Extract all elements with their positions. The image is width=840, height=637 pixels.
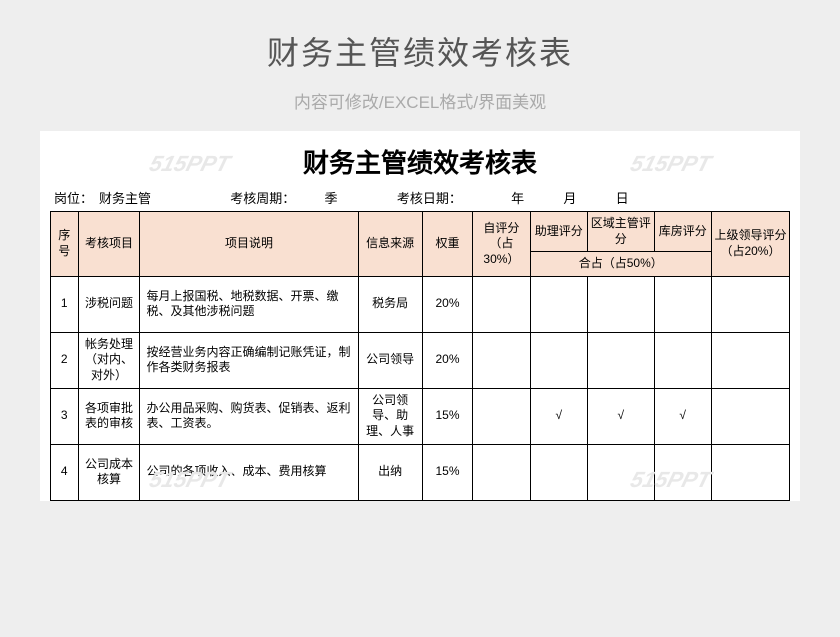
td-superior <box>711 276 789 332</box>
th-source: 信息来源 <box>358 212 422 277</box>
td-self <box>473 388 530 444</box>
td-weight: 15% <box>422 388 472 444</box>
date-day: 日 <box>616 191 629 206</box>
td-seq: 4 <box>51 444 79 500</box>
assessment-table: 序号 考核项目 项目说明 信息来源 权重 自评分（占30%） 助理评分 区域主管… <box>50 211 790 501</box>
td-area: √ <box>587 388 654 444</box>
td-self <box>473 276 530 332</box>
th-self: 自评分（占30%） <box>473 212 530 277</box>
td-desc: 公司的各项收入、成本、费用核算 <box>140 444 358 500</box>
td-area <box>587 332 654 388</box>
th-area: 区域主管评分 <box>587 212 654 252</box>
page-header: 财务主管绩效考核表 内容可修改/EXCEL格式/界面美观 <box>0 0 840 131</box>
td-superior <box>711 388 789 444</box>
td-area <box>587 444 654 500</box>
th-assist: 助理评分 <box>530 212 587 252</box>
post-label: 岗位： <box>54 191 93 206</box>
td-item: 各项审批表的审核 <box>78 388 140 444</box>
td-weight: 20% <box>422 332 472 388</box>
table-row: 3各项审批表的审核办公用品采购、购货表、促销表、返利表、工资表。公司领导、助理、… <box>51 388 790 444</box>
td-desc: 办公用品采购、购货表、促销表、返利表、工资表。 <box>140 388 358 444</box>
td-source: 公司领导 <box>358 332 422 388</box>
td-assist <box>530 444 587 500</box>
td-seq: 1 <box>51 276 79 332</box>
th-warehouse: 库房评分 <box>654 212 711 252</box>
post-value: 财务主管 <box>99 191 151 206</box>
period-label: 考核周期： <box>230 191 295 206</box>
th-weight: 权重 <box>422 212 472 277</box>
td-assist <box>530 332 587 388</box>
td-weight: 20% <box>422 276 472 332</box>
td-assist: √ <box>530 388 587 444</box>
sheet-container: 515PPT 515PPT 515PPT 515PPT 财务主管绩效考核表 岗位… <box>40 131 800 501</box>
td-area <box>587 276 654 332</box>
td-assist <box>530 276 587 332</box>
th-combined: 合占（占50%） <box>530 252 711 277</box>
td-seq: 2 <box>51 332 79 388</box>
td-desc: 按经营业务内容正确编制记账凭证，制作各类财务报表 <box>140 332 358 388</box>
td-item: 帐务处理（对内、对外） <box>78 332 140 388</box>
td-item: 涉税问题 <box>78 276 140 332</box>
th-desc: 项目说明 <box>140 212 358 277</box>
td-superior <box>711 332 789 388</box>
td-source: 税务局 <box>358 276 422 332</box>
table-body: 1涉税问题每月上报国税、地税数据、开票、缴税、及其他涉税问题税务局20%2帐务处… <box>51 276 790 500</box>
table-header: 序号 考核项目 项目说明 信息来源 权重 自评分（占30%） 助理评分 区域主管… <box>51 212 790 277</box>
td-superior <box>711 444 789 500</box>
meta-row: 岗位： 财务主管 考核周期： 季 考核日期： 年 月 日 <box>50 188 790 207</box>
td-seq: 3 <box>51 388 79 444</box>
period-value: 季 <box>325 191 338 206</box>
td-weight: 15% <box>422 444 472 500</box>
td-warehouse: √ <box>654 388 711 444</box>
date-year: 年 <box>511 191 524 206</box>
date-label: 考核日期： <box>397 191 462 206</box>
th-superior: 上级领导评分（占20%） <box>711 212 789 277</box>
td-self <box>473 444 530 500</box>
td-warehouse <box>654 444 711 500</box>
page-title: 财务主管绩效考核表 <box>0 28 840 74</box>
table-row: 2帐务处理（对内、对外）按经营业务内容正确编制记账凭证，制作各类财务报表公司领导… <box>51 332 790 388</box>
sheet-title: 财务主管绩效考核表 <box>50 143 790 180</box>
th-item: 考核项目 <box>78 212 140 277</box>
td-warehouse <box>654 332 711 388</box>
td-source: 出纳 <box>358 444 422 500</box>
td-desc: 每月上报国税、地税数据、开票、缴税、及其他涉税问题 <box>140 276 358 332</box>
td-item: 公司成本核算 <box>78 444 140 500</box>
table-row: 1涉税问题每月上报国税、地税数据、开票、缴税、及其他涉税问题税务局20% <box>51 276 790 332</box>
td-source: 公司领导、助理、人事 <box>358 388 422 444</box>
page-subtitle: 内容可修改/EXCEL格式/界面美观 <box>0 88 840 113</box>
td-warehouse <box>654 276 711 332</box>
table-row: 4公司成本核算公司的各项收入、成本、费用核算出纳15% <box>51 444 790 500</box>
th-seq: 序号 <box>51 212 79 277</box>
date-month: 月 <box>563 191 576 206</box>
td-self <box>473 332 530 388</box>
